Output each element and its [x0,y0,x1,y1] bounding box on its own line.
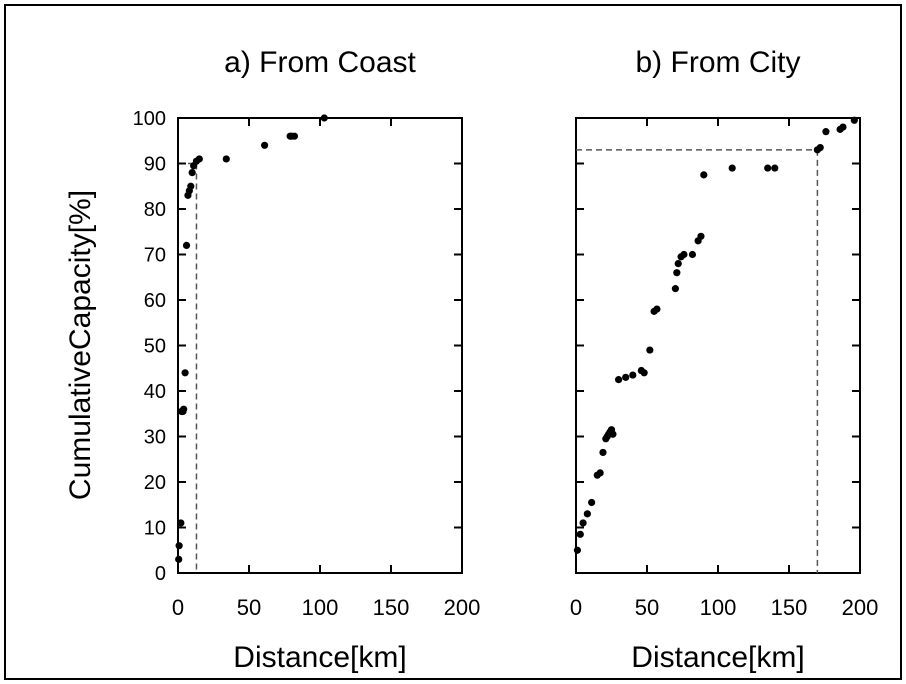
x-tick-label: 200 [444,595,481,620]
data-point-from-city [622,373,630,381]
data-point-from-coast [182,241,191,249]
x-tick-label: 150 [771,595,808,620]
data-point-from-coast [180,405,188,413]
panel-title-from-coast: a) From Coast [224,46,416,79]
x-tick-label: 0 [172,595,184,620]
reference-lines-from-city [576,149,819,573]
x-axis-label-from-coast: Distance[km] [233,641,406,674]
data-point-from-coast [188,169,196,177]
data-point-from-coast [261,141,269,149]
data-point-from-coast [181,369,189,377]
ticks-from-city [575,117,861,574]
data-point-from-coast [290,132,299,140]
panel-from-city: b) From City Distance[km] 0 50 100 150 200 [570,46,878,674]
y-tick-label: 100 [133,108,166,130]
data-point-from-city [728,164,736,172]
data-point-from-city [822,128,830,136]
data-point-from-city [673,269,681,277]
x-tick-label: 50 [635,595,659,620]
data-point-from-coast [175,555,183,563]
data-point-from-city [700,171,708,179]
y-tick-label: 50 [144,336,166,358]
data-point-from-city [680,250,688,259]
x-tick-label: 0 [570,595,582,620]
data-point-from-city [646,346,654,354]
data-point-from-city [839,123,847,131]
data-point-from-coast [187,182,195,190]
data-point-from-city [771,164,779,172]
y-tick-label: 10 [144,518,166,540]
x-axis-label-from-city: Distance[km] [631,641,804,674]
data-point-from-city [653,305,661,313]
y-tick-label: 60 [144,290,166,312]
data-point-from-city [579,519,587,527]
y-tick-label: 20 [144,472,166,494]
panel-title-from-city: b) From City [636,46,801,79]
data-point-from-coast [175,542,183,550]
data-point-from-coast [320,114,328,122]
y-tick-label: 90 [144,154,166,176]
points-from-coast [175,114,328,563]
data-point-from-city [697,232,705,240]
data-point-from-city [629,371,637,379]
data-point-from-city [850,116,858,124]
x-tick-label: 100 [302,595,339,620]
x-tick-label: 200 [842,595,879,620]
data-point-from-city [674,260,682,268]
data-point-from-city [688,250,697,259]
y-tick-label: 0 [155,563,166,585]
tick-labels-from-coast: 0 50 100 150 200 0 10 20 30 40 50 60 70 80 90 100 [133,108,481,620]
data-point-from-city [596,469,604,477]
data-point-from-coast [195,155,203,163]
tick-labels-from-city: 0 50 100 150 200 [570,595,878,620]
points-from-city [573,116,858,554]
data-point-from-city [583,510,591,518]
data-point-from-city [615,376,623,384]
y-tick-label: 30 [144,427,166,449]
x-tick-label: 50 [237,595,261,620]
y-tick-label: 70 [144,245,166,267]
data-point-from-city [573,546,582,554]
panel-from-coast: a) From Coast Distance[km] 0 50 100 150 2000… [133,46,481,674]
data-point-from-coast [222,155,230,163]
x-tick-label: 150 [373,595,410,620]
data-point-from-city [588,498,596,507]
data-point-from-coast [177,519,185,527]
data-point-from-city [640,369,648,377]
data-point-from-city [576,530,584,538]
data-point-from-city [609,430,617,438]
y-axis-label: CumulativeCapacity[%] [64,190,97,500]
outer-frame [4,4,902,680]
data-point-from-city [599,448,607,457]
data-point-from-city [671,285,680,293]
data-point-from-city [764,164,772,172]
y-tick-label: 80 [144,199,166,221]
data-point-from-city [816,143,824,152]
ticks-from-coast [177,117,463,574]
x-tick-label: 100 [700,595,737,620]
y-tick-label: 40 [144,381,166,403]
